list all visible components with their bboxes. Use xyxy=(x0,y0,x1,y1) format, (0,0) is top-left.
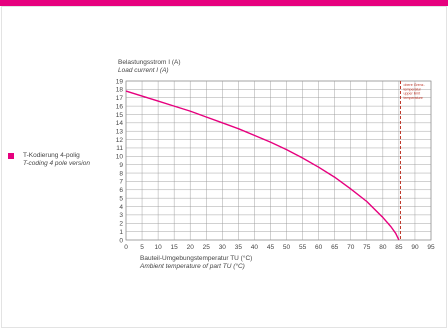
x-tick-label: 50 xyxy=(283,244,291,251)
y-tick-label: 17 xyxy=(116,95,124,102)
y-tick-label: 11 xyxy=(116,145,123,152)
x-tick-label: 5 xyxy=(140,244,144,251)
x-tick-label: 0 xyxy=(124,244,128,251)
x-tick-label: 70 xyxy=(347,244,355,251)
y-tick-label: 2 xyxy=(119,221,123,228)
y-axis-title-en: Load current I (A) xyxy=(118,67,169,74)
y-tick-label: 10 xyxy=(116,154,124,161)
y-tick-label: 7 xyxy=(119,179,123,186)
y-tick-label: 18 xyxy=(116,87,124,94)
y-tick-label: 14 xyxy=(116,120,124,127)
x-tick-label: 25 xyxy=(203,244,211,251)
x-tick-label: 10 xyxy=(154,244,162,251)
x-tick-label: 80 xyxy=(379,244,387,251)
limit-annotation: temperature xyxy=(404,96,423,100)
y-tick-label: 16 xyxy=(116,103,124,110)
x-tick-label: 95 xyxy=(427,244,435,251)
y-tick-label: 6 xyxy=(119,187,123,194)
y-tick-label: 13 xyxy=(116,129,124,136)
y-axis-title-de: Belastungsstrom I (A) xyxy=(118,59,181,66)
y-tick-label: 3 xyxy=(119,212,123,219)
y-tick-label: 0 xyxy=(119,237,123,244)
x-tick-label: 35 xyxy=(235,244,243,251)
x-tick-label: 75 xyxy=(363,244,371,251)
x-tick-label: 30 xyxy=(219,244,227,251)
x-tick-label: 60 xyxy=(315,244,323,251)
y-tick-label: 1 xyxy=(119,229,123,236)
y-tick-label: 4 xyxy=(119,204,123,211)
y-tick-label: 9 xyxy=(119,162,123,169)
x-tick-label: 55 xyxy=(299,244,307,251)
x-tick-label: 45 xyxy=(267,244,275,251)
y-tick-label: 15 xyxy=(116,112,124,119)
x-axis-title-de: Bauteil-Umgebungstemperatur TU (°C) xyxy=(140,254,252,262)
x-axis-title-en: Ambient temperature of part TU (°C) xyxy=(139,262,245,270)
y-tick-label: 19 xyxy=(116,78,124,85)
y-tick-label: 5 xyxy=(119,195,123,202)
x-tick-label: 65 xyxy=(331,244,339,251)
y-tick-label: 12 xyxy=(116,137,124,144)
y-tick-label: 8 xyxy=(119,170,123,177)
x-tick-label: 85 xyxy=(395,244,403,251)
x-tick-label: 90 xyxy=(411,244,419,251)
x-tick-label: 15 xyxy=(171,244,179,251)
x-tick-label: 40 xyxy=(251,244,259,251)
x-tick-label: 20 xyxy=(187,244,195,251)
